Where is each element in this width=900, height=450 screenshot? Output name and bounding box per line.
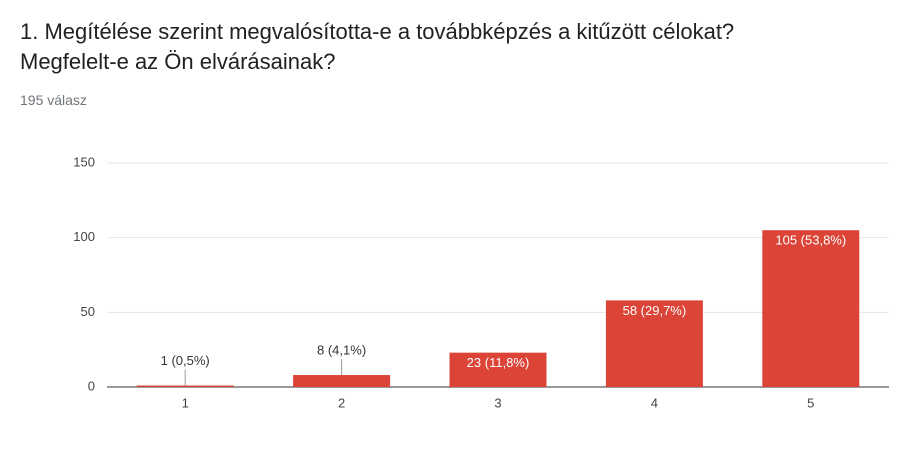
- y-tick-label: 50: [81, 304, 95, 319]
- x-tick-label: 2: [338, 395, 345, 410]
- bar: [762, 230, 860, 387]
- data-label: 23 (11,8%): [467, 355, 530, 370]
- data-label: 8 (4,1%): [317, 342, 366, 357]
- chart-title: 1. Megítélése szerint megvalósította-e a…: [20, 19, 735, 74]
- bar: [605, 300, 703, 387]
- y-tick-label: 0: [88, 378, 95, 393]
- data-label: 105 (53,8%): [775, 233, 846, 248]
- data-label: 1 (0,5%): [161, 353, 210, 368]
- x-tick-label: 1: [182, 395, 189, 410]
- bar: [449, 352, 547, 387]
- x-tick-label: 4: [651, 395, 658, 410]
- x-tick-label: 5: [807, 395, 814, 410]
- y-tick-label: 100: [73, 229, 95, 244]
- response-count: 195 válasz: [20, 92, 87, 108]
- data-label: 58 (29,7%): [623, 303, 687, 318]
- bar: [293, 375, 391, 387]
- y-tick-label: 150: [73, 154, 95, 169]
- bar: [136, 385, 234, 387]
- x-tick-label: 3: [494, 395, 501, 410]
